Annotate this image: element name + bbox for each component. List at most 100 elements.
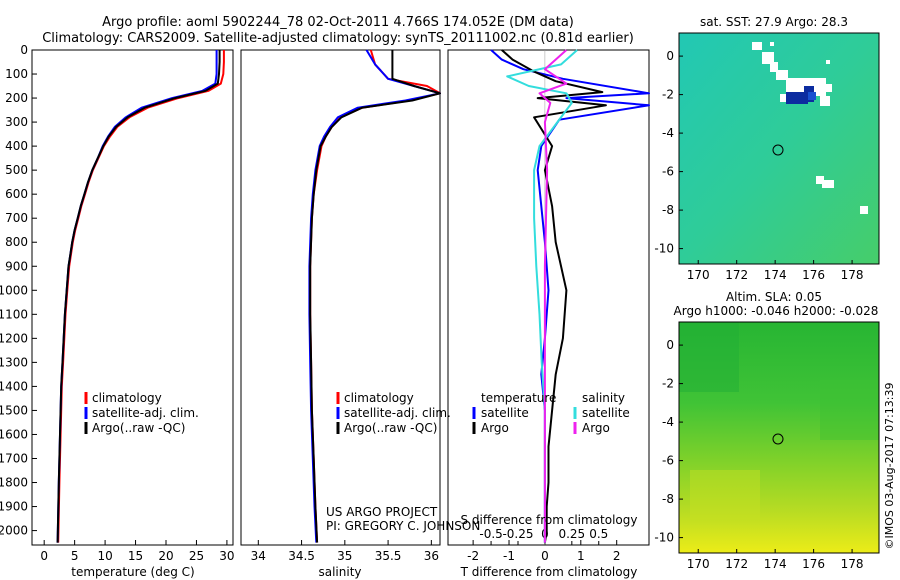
y-tick-label: 1800 <box>0 476 28 490</box>
series-line-argo-raw-qc- <box>309 50 441 543</box>
map-x-tick-label: 172 <box>725 268 748 282</box>
series-line-satellite-adj-clim- <box>56 50 218 543</box>
sla-map-y-ticks: 0 -2 -4 -6 -8 -10 <box>654 338 683 545</box>
map-y-tick-label: -8 <box>662 203 674 217</box>
y-tick-label: 300 <box>5 115 28 129</box>
series-line-climatology <box>309 49 441 543</box>
temperature-legend: climatology satellite-adj. clim. Argo(..… <box>84 391 199 435</box>
sst-field-background <box>679 33 879 264</box>
y-tick-label: 1600 <box>0 427 28 441</box>
figure-title-line-1: Argo profile: aoml 5902244_78 02-Oct-201… <box>102 15 574 30</box>
legend-label-s-argo: Argo <box>582 421 610 435</box>
sst-cloud-patch <box>820 96 830 106</box>
legend-label-s-satellite: satellite <box>582 406 630 420</box>
imos-timestamp-watermark: ©IMOS 03-Aug-2017 07:13:39 <box>883 383 896 550</box>
y-tick-label: 1700 <box>0 451 28 465</box>
x-tick-label: 36 <box>424 549 439 563</box>
map-x-tick-label: 172 <box>725 557 748 571</box>
x-tick-label: 15 <box>128 549 143 563</box>
sla-map-subtitle: Argo h1000: -0.046 h2000: -0.028 <box>674 304 879 318</box>
legend-header-salinity: salinity <box>582 391 625 405</box>
s-tick-label: 0.25 <box>558 527 585 541</box>
y-tick-label: 100 <box>5 67 28 81</box>
legend-label-t-satellite: satellite <box>481 406 529 420</box>
map-x-tick-label: 178 <box>841 268 864 282</box>
difference-x-ticks: -2 -1 0 1 2 <box>467 540 621 563</box>
sst-map-field <box>679 33 879 264</box>
y-tick-label: 800 <box>5 235 28 249</box>
credit-project: US ARGO PROJECT <box>326 505 438 519</box>
x-tick-label: 0 <box>40 549 48 563</box>
argo-float-marker <box>772 433 784 445</box>
legend-label-climatology: climatology <box>344 391 414 405</box>
map-y-tick-label: -8 <box>662 492 674 506</box>
map-x-tick-label: 170 <box>687 557 710 571</box>
map-y-tick-label: -4 <box>662 126 674 140</box>
legend-label-argo: Argo(..raw -QC) <box>92 421 185 435</box>
x-tick-label: 5 <box>71 549 79 563</box>
x-tick-label: 20 <box>158 549 173 563</box>
map-y-tick-label: -10 <box>654 531 674 545</box>
y-tick-label: 1000 <box>0 283 28 297</box>
y-tick-label: 1100 <box>0 307 28 321</box>
map-x-tick-label: 170 <box>687 268 710 282</box>
map-x-tick-label: 174 <box>764 557 787 571</box>
x-tick-label: -2 <box>467 549 479 563</box>
temperature-plot-frame <box>31 49 234 546</box>
map-y-tick-label: 0 <box>666 338 674 352</box>
y-tick-label: 1200 <box>0 331 28 345</box>
sst-map-panel: sat. SST: 27.9 Argo: 28.3 170 172 174 176 17… <box>654 15 880 282</box>
y-tick-label: 0 <box>20 43 28 57</box>
salinity-plot-frame <box>240 49 441 546</box>
legend-label-t-argo: Argo <box>481 421 509 435</box>
y-tick-label: 1400 <box>0 379 28 393</box>
map-y-tick-label: -6 <box>662 165 674 179</box>
difference-s-axis-label: S difference from climatology <box>461 513 638 527</box>
x-tick-label: -1 <box>503 549 515 563</box>
sla-field-patch <box>690 470 760 520</box>
map-x-tick-label: 178 <box>841 557 864 571</box>
legend-label-satellite-adj: satellite-adj. clim. <box>92 406 199 420</box>
difference-t-axis-label: T difference from climatology <box>460 565 638 579</box>
y-tick-label: 2000 <box>0 524 28 538</box>
sst-cloud-patch <box>770 62 778 72</box>
x-tick-label: 1 <box>577 549 585 563</box>
x-tick-label: 2 <box>613 549 621 563</box>
series-line-s-argo <box>538 49 568 543</box>
sla-field-patch <box>679 322 739 392</box>
series-line-t-satellite <box>490 49 650 543</box>
s-tick-label: -0.5 <box>479 527 502 541</box>
map-y-tick-label: -6 <box>662 454 674 468</box>
temperature-panel: 0100200300400500600700800900100011001200… <box>0 43 235 579</box>
sst-map-x-ticks: 170 172 174 176 178 <box>687 260 864 282</box>
series-line-climatology <box>57 50 225 543</box>
x-tick-label: 34 <box>251 549 266 563</box>
temperature-series <box>56 50 225 543</box>
s-tick-label: 0.5 <box>589 527 608 541</box>
sla-map-field <box>679 322 879 553</box>
legend-label-climatology: climatology <box>92 391 162 405</box>
x-tick-label: 35 <box>337 549 352 563</box>
temperature-y-ticks: 0 100 200 300 400 500 600 700 800 900 1000 1100 1200… <box>0 43 37 538</box>
sst-cloud-patch <box>770 42 774 46</box>
sst-map-title: sat. SST: 27.9 Argo: 28.3 <box>700 15 848 29</box>
sst-cloud-patch <box>826 60 830 64</box>
x-tick-label: 0 <box>541 549 549 563</box>
map-y-tick-label: -4 <box>662 415 674 429</box>
sst-warm-patch <box>808 92 816 100</box>
map-y-tick-label: -2 <box>662 88 674 102</box>
y-tick-label: 500 <box>5 163 28 177</box>
sla-map-x-ticks: 170 172 174 176 178 <box>687 549 864 571</box>
sla-map-frame <box>678 321 880 554</box>
y-tick-label: 1300 <box>0 355 28 369</box>
salinity-legend: climatology satellite-adj. clim. Argo(..… <box>336 391 451 435</box>
salinity-panel: 34 34.5 35 35.5 36 salinity climatology sate… <box>240 49 480 579</box>
series-line-argo-raw-qc- <box>56 50 221 543</box>
map-y-tick-label: 0 <box>666 49 674 63</box>
figure-title-line-2: Climatology: CARS2009. Satellite-adjuste… <box>42 31 634 46</box>
credit-pi: PI: GREGORY C. JOHNSON <box>326 519 480 533</box>
sst-cloud-patch <box>762 52 774 64</box>
y-tick-label: 1500 <box>0 403 28 417</box>
sla-field-patch <box>820 380 879 440</box>
difference-series <box>490 49 650 545</box>
